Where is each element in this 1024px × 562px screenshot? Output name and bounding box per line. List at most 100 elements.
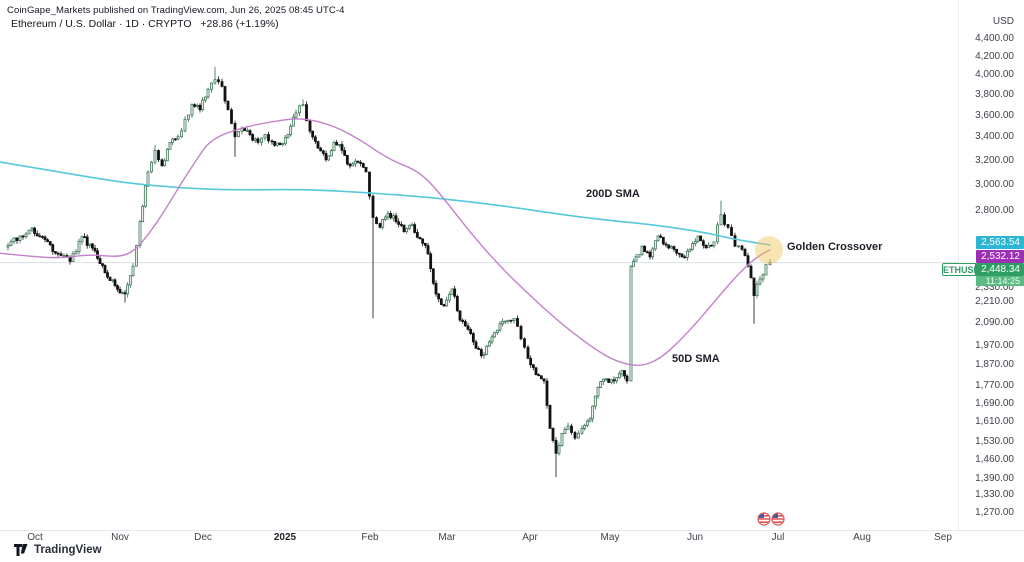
candle bbox=[512, 318, 516, 321]
candle bbox=[442, 304, 446, 307]
candle bbox=[217, 79, 220, 82]
candle bbox=[573, 432, 577, 439]
attribution-text: CoinGape_Markets published on TradingVie… bbox=[7, 5, 345, 16]
economic-event-flag-icon[interactable] bbox=[757, 512, 771, 526]
candle bbox=[539, 375, 543, 380]
symbol-description[interactable]: Ethereum / U.S. Dollar · 1D · CRYPTO bbox=[11, 18, 192, 30]
candle bbox=[343, 150, 347, 156]
candle bbox=[545, 380, 549, 406]
candle bbox=[62, 255, 66, 257]
candle bbox=[56, 252, 60, 255]
candle bbox=[141, 205, 145, 223]
candle bbox=[165, 148, 169, 162]
candle bbox=[90, 243, 94, 249]
candle bbox=[35, 233, 39, 237]
time-tick-label: Sep bbox=[934, 532, 952, 543]
candle bbox=[256, 138, 260, 143]
candle bbox=[383, 216, 387, 220]
candle bbox=[198, 104, 202, 111]
candle bbox=[426, 245, 430, 255]
candle bbox=[450, 288, 454, 295]
tradingview-logo[interactable]: TradingView bbox=[14, 544, 102, 556]
candle bbox=[746, 255, 750, 267]
time-tick-label: May bbox=[600, 532, 620, 543]
candle bbox=[455, 295, 459, 312]
candle bbox=[563, 429, 567, 434]
candle bbox=[471, 333, 475, 343]
price-tick-label: 1,970.00 bbox=[975, 339, 1014, 351]
candle bbox=[726, 224, 730, 228]
candle bbox=[623, 370, 626, 377]
candle bbox=[399, 224, 403, 226]
candle bbox=[180, 130, 183, 138]
candle bbox=[121, 292, 124, 295]
candle bbox=[267, 134, 270, 142]
candle bbox=[173, 138, 177, 141]
candle bbox=[677, 252, 681, 255]
candle bbox=[116, 285, 119, 290]
price-tick-label: 3,200.00 bbox=[975, 154, 1014, 166]
candle bbox=[391, 215, 395, 219]
candle bbox=[253, 138, 257, 141]
candle bbox=[294, 112, 298, 118]
candle bbox=[201, 99, 205, 111]
candle bbox=[15, 237, 19, 241]
candle bbox=[466, 325, 470, 330]
candle bbox=[150, 161, 153, 173]
candle bbox=[537, 374, 541, 377]
candle bbox=[6, 245, 10, 248]
sma200-annotation[interactable]: 200D SMA bbox=[586, 188, 640, 200]
candle bbox=[509, 319, 513, 322]
time-tick-label: Aug bbox=[853, 532, 871, 543]
candle bbox=[375, 217, 378, 224]
candle bbox=[281, 143, 285, 146]
golden-crossover-highlight[interactable] bbox=[755, 236, 783, 264]
time-tick-label: Oct bbox=[27, 532, 43, 543]
candle bbox=[46, 239, 49, 242]
candle bbox=[599, 381, 603, 388]
sma200-line[interactable] bbox=[0, 161, 771, 246]
price-tick-label: 1,270.00 bbox=[975, 506, 1014, 518]
candle bbox=[542, 378, 546, 382]
candle bbox=[709, 244, 713, 247]
price-tick-label: 4,400.00 bbox=[975, 33, 1014, 44]
candle bbox=[506, 319, 510, 322]
candle bbox=[519, 326, 523, 340]
candle bbox=[418, 237, 422, 240]
candle bbox=[458, 310, 462, 321]
candle bbox=[407, 225, 411, 229]
economic-event-flag-icon[interactable] bbox=[771, 512, 785, 526]
candle bbox=[560, 432, 564, 446]
candle bbox=[529, 357, 533, 366]
candle bbox=[487, 341, 491, 347]
candle bbox=[749, 265, 753, 279]
sma50-value-badge: 2,532.12 bbox=[976, 249, 1024, 263]
price-tick-label: 1,460.00 bbox=[975, 453, 1014, 465]
price-tick-label: 3,400.00 bbox=[975, 131, 1014, 143]
candle bbox=[93, 247, 97, 252]
candle bbox=[601, 378, 605, 382]
candle bbox=[453, 288, 457, 297]
candle bbox=[135, 245, 138, 267]
candle bbox=[220, 81, 224, 87]
candle bbox=[743, 248, 747, 257]
sma50-line[interactable] bbox=[0, 118, 771, 366]
candle bbox=[591, 405, 595, 420]
candle bbox=[551, 428, 555, 441]
price-tick-label: 2,090.00 bbox=[975, 316, 1014, 328]
candle bbox=[593, 395, 597, 407]
candle bbox=[298, 105, 301, 114]
currency-label: USD bbox=[992, 16, 1014, 27]
candle bbox=[693, 240, 697, 244]
golden-crossover-annotation[interactable]: Golden Crossover bbox=[787, 241, 883, 253]
candle bbox=[371, 195, 375, 218]
candle bbox=[48, 241, 52, 245]
candle bbox=[485, 345, 489, 355]
sma50-annotation[interactable]: 50D SMA bbox=[672, 353, 720, 365]
candle bbox=[688, 248, 692, 252]
price-tick-label: 2,800.00 bbox=[975, 205, 1014, 217]
candle bbox=[643, 245, 647, 252]
candle bbox=[364, 166, 368, 173]
candle bbox=[645, 251, 649, 254]
